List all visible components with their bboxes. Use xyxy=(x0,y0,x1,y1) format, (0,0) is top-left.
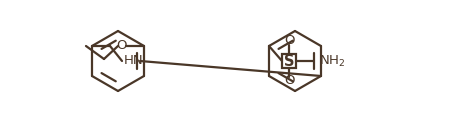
Text: O: O xyxy=(284,34,294,48)
Text: O: O xyxy=(117,39,127,53)
Text: NH$_2$: NH$_2$ xyxy=(319,53,345,69)
Bar xyxy=(282,54,296,68)
Text: HN: HN xyxy=(124,54,144,68)
Text: O: O xyxy=(284,75,294,87)
Text: S: S xyxy=(284,53,294,68)
